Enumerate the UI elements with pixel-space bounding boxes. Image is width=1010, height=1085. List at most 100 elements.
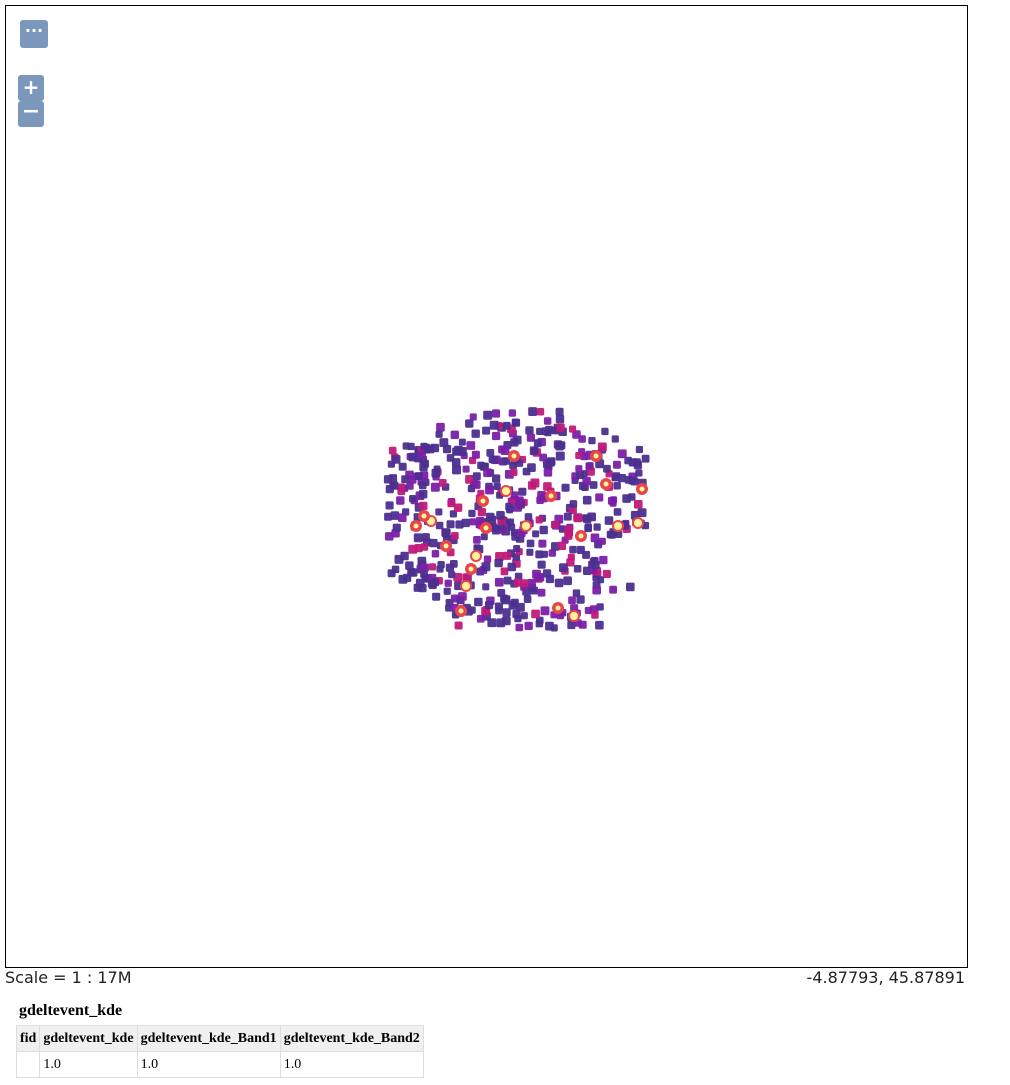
- kde-cell: [469, 518, 477, 526]
- kde-cell: [419, 501, 428, 510]
- kde-cell: [609, 496, 618, 504]
- kde-cell: [418, 481, 427, 490]
- kde-cell: [592, 585, 601, 595]
- kde-cell: [512, 418, 521, 427]
- kde-cell: [593, 523, 601, 531]
- kde-cell: [582, 550, 591, 559]
- kde-cell: [476, 614, 485, 623]
- table-cell: 1.0: [39, 1051, 138, 1078]
- kde-cell: [502, 457, 511, 465]
- kde-cell: [506, 506, 514, 514]
- kde-cell: [490, 456, 498, 464]
- kde-cell: [485, 600, 494, 610]
- kde-cell: [448, 571, 456, 579]
- kde-cell: [598, 537, 606, 545]
- kde-cell: [524, 621, 533, 630]
- kde-cell: [578, 620, 587, 629]
- kde-cell: [582, 495, 592, 505]
- kde-cell: [555, 407, 564, 416]
- kde-cell: [599, 555, 608, 565]
- kde-cell: [472, 472, 481, 481]
- map-status-bar: Scale = 1 : 17M -4.87793, 45.87891: [5, 968, 965, 988]
- kde-cell: [438, 479, 447, 487]
- kde-cell: [576, 471, 584, 479]
- kde-hotspot-core: [421, 513, 427, 519]
- cursor-coordinates: -4.87793, 45.87891: [806, 968, 965, 987]
- kde-cell: [437, 561, 445, 569]
- kde-cell: [435, 521, 444, 530]
- kde-cell: [450, 430, 459, 439]
- kde-cell: [489, 420, 499, 430]
- kde-hotspot-core: [555, 605, 561, 611]
- kde-cell: [494, 558, 503, 568]
- kde-cell: [487, 618, 497, 628]
- kde-cell: [510, 468, 518, 476]
- kde-cell: [617, 449, 627, 459]
- kde-cell: [482, 583, 490, 591]
- kde-cell: [550, 624, 558, 632]
- zoom-out-button[interactable]: −: [18, 101, 44, 127]
- kde-cell: [641, 454, 650, 463]
- kde-cell: [514, 572, 523, 581]
- kde-cell: [401, 475, 410, 484]
- kde-hotspot-core: [522, 522, 530, 530]
- kde-cell: [468, 606, 476, 614]
- kde-cell: [421, 459, 429, 468]
- kde-cell: [569, 545, 577, 554]
- kde-cell: [508, 409, 516, 417]
- kde-cell: [503, 576, 512, 585]
- kde-cell: [483, 410, 493, 420]
- kde-cell: [555, 414, 565, 424]
- kde-cell: [570, 604, 579, 613]
- kde-cell: [582, 476, 591, 486]
- kde-cell: [457, 447, 467, 456]
- kde-cell: [624, 475, 633, 484]
- kde-cell: [458, 438, 466, 446]
- kde-cell: [564, 525, 573, 535]
- kde-cell: [492, 431, 501, 441]
- kde-cell: [538, 539, 547, 548]
- kde-cell: [533, 439, 542, 448]
- kde-cell: [611, 435, 619, 443]
- kde-cell: [602, 569, 611, 578]
- kde-cell: [595, 620, 604, 630]
- kde-cell: [597, 442, 607, 452]
- kde-cell: [429, 538, 438, 548]
- kde-cell: [546, 457, 556, 466]
- kde-cell: [613, 508, 622, 516]
- table-cell: 1.0: [136, 1051, 281, 1078]
- map-viewport[interactable]: ··· + −: [5, 5, 968, 968]
- kde-cell: [449, 560, 458, 568]
- kde-cell: [481, 562, 491, 572]
- kde-cell: [530, 586, 538, 595]
- kde-cell: [461, 518, 470, 528]
- kde-cell: [409, 495, 417, 503]
- overview-toggle-button[interactable]: ···: [20, 20, 48, 48]
- kde-cell: [526, 548, 534, 556]
- kde-cell: [518, 487, 527, 496]
- kde-cell: [485, 485, 494, 495]
- kde-cell: [535, 620, 543, 628]
- kde-cell: [548, 549, 556, 557]
- kde-cell: [471, 429, 480, 438]
- kde-cell: [431, 550, 440, 558]
- kde-cell: [540, 606, 550, 616]
- kde-cell: [551, 520, 559, 529]
- kde-cell: [409, 568, 418, 577]
- kde-cell: [525, 426, 534, 435]
- kde-cell: [573, 565, 582, 573]
- kde-cell: [420, 543, 429, 551]
- column-header: gdeltevent_kde: [39, 1025, 138, 1052]
- kde-cell: [413, 533, 423, 543]
- kde-cell: [406, 482, 414, 490]
- kde-cell: [586, 462, 594, 470]
- kde-cell: [510, 438, 519, 447]
- kde-cell: [453, 503, 463, 512]
- zoom-in-button[interactable]: +: [18, 75, 44, 101]
- kde-cell: [414, 544, 423, 553]
- kde-cell: [567, 621, 576, 630]
- kde-cell: [515, 498, 524, 507]
- kde-cell: [398, 462, 407, 471]
- kde-hotspot-core: [639, 486, 645, 492]
- kde-cell: [491, 409, 501, 418]
